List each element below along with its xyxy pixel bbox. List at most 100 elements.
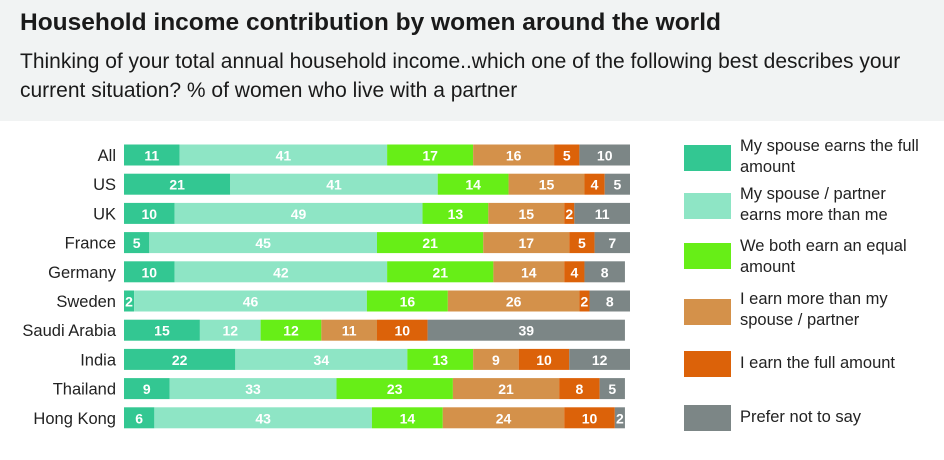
data-label-germany-3: 14 xyxy=(521,264,537,280)
bar-segment-uk-5 xyxy=(574,202,630,224)
data-label-us-1: 41 xyxy=(326,177,342,193)
bar-segment-india-4 xyxy=(518,348,570,370)
category-label-india: India xyxy=(80,351,117,369)
category-label-us: US xyxy=(93,176,116,194)
bar-segment-us-1 xyxy=(230,173,438,195)
bar-segment-thailand-2 xyxy=(336,378,453,400)
data-label-uk-3: 15 xyxy=(518,206,534,222)
data-label-sweden-4: 2 xyxy=(581,294,589,310)
bar-segment-saudi-arabia-1 xyxy=(199,319,261,341)
bar-segment-hong-kong-1 xyxy=(154,407,372,429)
data-label-france-1: 45 xyxy=(255,235,271,251)
bar-segment-thailand-0 xyxy=(124,378,170,400)
data-label-us-3: 15 xyxy=(539,177,555,193)
data-label-india-5: 12 xyxy=(592,352,608,368)
category-label-france: France xyxy=(65,235,116,253)
data-label-saudi-arabia-5: 39 xyxy=(518,323,534,339)
bar-segment-uk-1 xyxy=(174,202,423,224)
data-label-saudi-arabia-0: 15 xyxy=(154,323,170,339)
bar-segment-france-0 xyxy=(124,232,150,254)
chart-header: Household income contribution by women a… xyxy=(0,0,944,121)
data-label-all-0: 11 xyxy=(144,148,159,164)
bar-segment-saudi-arabia-2 xyxy=(260,319,322,341)
bar-segment-india-3 xyxy=(473,348,519,370)
bar-segment-thailand-5 xyxy=(599,378,625,400)
bar-segment-sweden-3 xyxy=(447,290,580,312)
bar-segment-sweden-0 xyxy=(124,290,135,312)
bar-segment-france-5 xyxy=(594,232,630,254)
data-label-germany-2: 21 xyxy=(432,264,448,280)
category-label-thailand: Thailand xyxy=(53,381,116,399)
bar-segment-hong-kong-2 xyxy=(371,407,443,429)
data-label-sweden-5: 8 xyxy=(606,294,614,310)
data-label-thailand-3: 21 xyxy=(498,381,514,397)
data-label-thailand-5: 5 xyxy=(608,381,616,397)
bar-segment-all-0 xyxy=(124,144,180,166)
category-label-saudi-arabia: Saudi Arabia xyxy=(22,322,116,340)
data-label-all-5: 10 xyxy=(597,148,613,164)
data-label-hong-kong-0: 6 xyxy=(135,410,143,426)
bar-segment-india-1 xyxy=(235,348,408,370)
category-label-germany: Germany xyxy=(48,264,117,282)
data-label-us-5: 5 xyxy=(613,177,621,193)
bar-segment-all-1 xyxy=(179,144,388,166)
data-label-sweden-1: 46 xyxy=(243,294,259,310)
data-label-uk-5: 11 xyxy=(595,206,610,222)
data-label-hong-kong-3: 24 xyxy=(496,410,512,426)
data-label-us-2: 14 xyxy=(465,177,481,193)
data-label-uk-1: 49 xyxy=(291,206,307,222)
bar-segment-germany-4 xyxy=(564,261,585,283)
category-label-hong-kong: Hong Kong xyxy=(33,410,116,428)
bar-segment-saudi-arabia-3 xyxy=(321,319,377,341)
data-label-germany-1: 42 xyxy=(273,264,289,280)
data-label-thailand-0: 9 xyxy=(143,381,151,397)
bar-segment-france-3 xyxy=(483,232,570,254)
category-label-all: All xyxy=(98,147,116,165)
bar-segment-all-4 xyxy=(554,144,580,166)
bar-segment-germany-3 xyxy=(493,261,565,283)
bar-segment-thailand-3 xyxy=(452,378,560,400)
bar-segment-uk-3 xyxy=(488,202,565,224)
bar-segment-india-5 xyxy=(569,348,630,370)
data-label-uk-2: 13 xyxy=(448,206,464,222)
data-label-france-5: 7 xyxy=(608,235,616,251)
data-label-all-1: 41 xyxy=(276,148,292,164)
data-label-sweden-3: 26 xyxy=(506,294,522,310)
bar-segment-germany-0 xyxy=(124,261,175,283)
data-label-india-2: 13 xyxy=(432,352,448,368)
bar-segment-france-2 xyxy=(377,232,484,254)
data-label-thailand-4: 8 xyxy=(576,381,584,397)
bar-segment-us-5 xyxy=(604,173,630,195)
bar-segment-germany-1 xyxy=(174,261,388,283)
data-label-france-4: 5 xyxy=(578,235,586,251)
data-label-germany-5: 8 xyxy=(601,264,609,280)
category-label-sweden: Sweden xyxy=(56,293,116,311)
data-label-uk-4: 2 xyxy=(565,206,573,222)
data-label-thailand-2: 23 xyxy=(387,381,403,397)
data-label-india-1: 34 xyxy=(314,352,330,368)
bar-segment-germany-5 xyxy=(584,261,625,283)
data-label-hong-kong-5: 2 xyxy=(616,410,624,426)
bar-segment-germany-2 xyxy=(387,261,494,283)
bar-segment-uk-0 xyxy=(124,202,175,224)
bar-segment-saudi-arabia-5 xyxy=(427,319,625,341)
data-label-saudi-arabia-1: 12 xyxy=(222,323,238,339)
data-label-germany-0: 10 xyxy=(142,264,158,280)
data-label-india-4: 10 xyxy=(536,352,552,368)
bar-segment-sweden-5 xyxy=(589,290,630,312)
data-label-france-3: 17 xyxy=(518,235,534,251)
data-label-france-0: 5 xyxy=(133,235,141,251)
data-label-hong-kong-2: 14 xyxy=(400,410,416,426)
bar-segment-us-3 xyxy=(508,173,585,195)
bar-segment-france-1 xyxy=(149,232,377,254)
bar-segment-hong-kong-5 xyxy=(614,407,625,429)
data-label-us-0: 21 xyxy=(169,177,185,193)
data-label-india-3: 9 xyxy=(492,352,500,368)
bar-segment-uk-2 xyxy=(422,202,489,224)
data-label-sweden-2: 16 xyxy=(400,294,416,310)
bar-segment-uk-4 xyxy=(564,202,575,224)
data-label-saudi-arabia-2: 12 xyxy=(283,323,299,339)
data-label-saudi-arabia-3: 11 xyxy=(342,323,357,339)
bar-segment-saudi-arabia-4 xyxy=(377,319,428,341)
